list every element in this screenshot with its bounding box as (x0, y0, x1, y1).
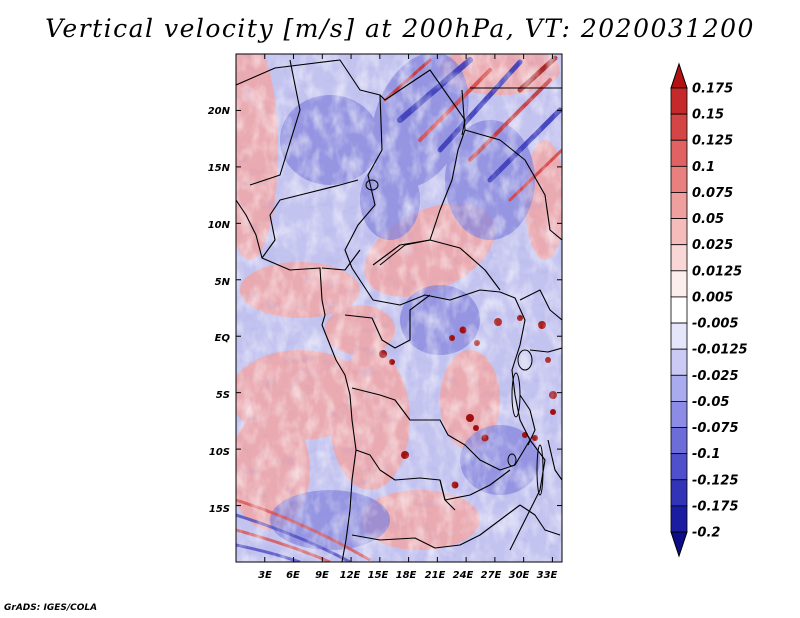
colorbar-label: 0.1 (692, 160, 715, 175)
lon-label: 3E (258, 570, 272, 581)
colorbar-segment (670, 374, 688, 402)
lon-label: 12E (340, 570, 361, 581)
colorbar-label: 0.005 (692, 290, 733, 305)
colorbar-segment (670, 192, 688, 219)
colorbar-label: 0.0125 (692, 264, 742, 279)
colorbar-segment (670, 348, 688, 376)
colorbar-segment (670, 296, 688, 324)
velocity-field (236, 54, 562, 562)
latitude-labels: 20N 15N 10N 5N EQ 5S 10S 15S (208, 106, 231, 515)
colorbar-segment (670, 244, 688, 272)
colorbar-label: -0.025 (692, 369, 739, 384)
axis-ticks (236, 54, 562, 562)
colorbar-segment (670, 401, 688, 428)
lon-label: 21E (425, 570, 446, 581)
lat-label: 5N (215, 277, 231, 288)
lon-label: 27E (481, 570, 502, 581)
colorbar-label: 0.175 (692, 82, 733, 97)
colorbar-segment (670, 427, 688, 455)
colorbar-segment (670, 453, 688, 481)
lat-label: 15S (209, 504, 230, 515)
colorbar-label: 0.025 (692, 238, 733, 253)
colorbar-label: -0.175 (692, 499, 739, 514)
lat-label: 10N (208, 220, 231, 231)
colorbar-label: 0.075 (692, 186, 733, 201)
colorbar-segment (670, 505, 688, 533)
map-frame (235, 53, 563, 563)
lon-label: 18E (396, 570, 417, 581)
credit-text: GrADS: IGES/COLA (4, 603, 98, 613)
colorbar-label: -0.005 (692, 317, 739, 332)
colorbar-label: -0.125 (692, 473, 739, 488)
colorbar-label: 0.15 (692, 108, 724, 123)
longitude-labels: 3E 6E 9E 12E 15E 18E 21E 24E 27E 30E 33E (258, 570, 557, 581)
lon-label: 9E (315, 570, 329, 581)
colorbar-label: -0.2 (692, 526, 720, 541)
colorbar-label: -0.1 (692, 447, 720, 462)
colorbar-segment (670, 479, 688, 507)
colorbar-segment (670, 218, 688, 246)
colorbar (670, 62, 688, 558)
colorbar-label: 0.125 (692, 134, 733, 149)
lakes (365, 179, 544, 496)
lon-label: 30E (509, 570, 530, 581)
colorbar-segment (670, 165, 688, 193)
map-title: Vertical velocity [m/s] at 200hPa, VT: 2… (45, 14, 755, 43)
colorbar-bottom-arrow (670, 531, 688, 558)
colorbar-label: -0.05 (692, 395, 729, 410)
colorbar-segment (670, 113, 688, 141)
lat-label: 20N (208, 106, 231, 117)
colorbar-segment (670, 322, 688, 350)
lon-label: 24E (453, 570, 474, 581)
colorbar-label: 0.05 (692, 212, 724, 227)
lat-label: 15N (208, 163, 231, 174)
colorbar-segment (670, 270, 688, 298)
colorbar-label: -0.0125 (692, 343, 748, 358)
colorbar-segment (670, 139, 688, 167)
lat-label: 5S (216, 390, 230, 401)
colorbar-segment (670, 87, 688, 115)
colorbar-top-arrow (670, 62, 688, 89)
lon-label: 6E (286, 570, 300, 581)
lat-label: 10S (209, 447, 230, 458)
lon-label: 15E (368, 570, 389, 581)
colorbar-label: -0.075 (692, 421, 739, 436)
lat-label: EQ (215, 333, 231, 344)
colorbar-labels: 0.175 0.15 0.125 0.1 0.075 0.05 0.025 0.… (692, 82, 748, 541)
lon-label: 33E (537, 570, 558, 581)
